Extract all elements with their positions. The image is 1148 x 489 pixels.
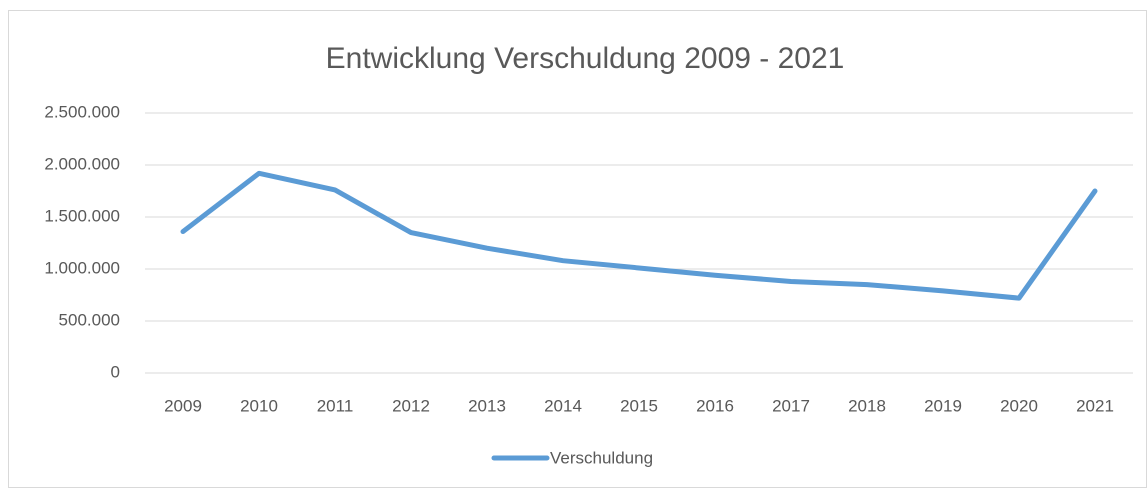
x-tick-label: 2016 (696, 396, 734, 415)
x-tick-label: 2009 (164, 396, 202, 415)
x-tick-label: 2019 (924, 396, 962, 415)
x-tick-label: 2011 (317, 396, 354, 415)
y-tick-label: 1.500.000 (44, 206, 120, 225)
y-tick-label: 0 (111, 362, 120, 381)
x-tick-label: 2014 (544, 396, 582, 415)
x-tick-label: 2018 (848, 396, 886, 415)
y-tick-label: 1.000.000 (44, 258, 120, 277)
x-tick-label: 2013 (468, 396, 506, 415)
x-tick-label: 2010 (240, 396, 278, 415)
y-tick-label: 2.000.000 (44, 154, 120, 173)
y-tick-label: 2.500.000 (44, 102, 120, 121)
chart-title: Entwicklung Verschuldung 2009 - 2021 (326, 42, 845, 75)
y-tick-label: 500.000 (59, 310, 120, 329)
chart-frame (8, 10, 1147, 488)
x-tick-label: 2021 (1076, 396, 1114, 415)
x-tick-label: 2015 (620, 396, 658, 415)
x-tick-label: 2017 (772, 396, 810, 415)
legend-label: Verschuldung (550, 448, 653, 467)
x-tick-label: 2020 (1000, 396, 1038, 415)
line-series (180, 170, 1098, 301)
x-tick-label: 2012 (392, 396, 430, 415)
